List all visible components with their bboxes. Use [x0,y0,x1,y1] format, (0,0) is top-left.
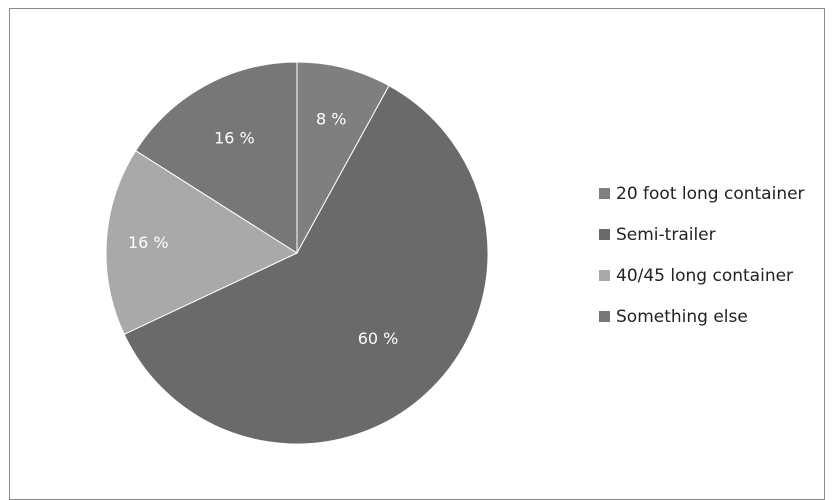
legend-item-20-foot-long-container: 20 foot long container [599,178,831,209]
legend-label: Something else [616,306,748,327]
pie-slice-20-foot-long-container [296,61,390,254]
pie-slice-40-45-long-container [105,149,299,335]
legend-item-40-45-long-container: 40/45 long container [599,260,831,291]
slice-value-label: 60 % [358,329,399,348]
legend-item-semi-trailer: Semi-trailer [599,219,831,250]
legend-swatch [599,270,610,281]
legend-item-something-else: Something else [599,301,831,332]
slice-value-label: 8 % [316,109,346,128]
pie-slice-semi-trailer [123,84,489,445]
legend-swatch [599,229,610,240]
legend-swatch [599,311,610,322]
slice-value-label: 16 % [214,129,255,148]
legend-label: 40/45 long container [616,265,794,286]
legend-label: 20 foot long container [616,183,805,204]
slice-value-label: 16 % [128,233,169,252]
pie-slice-something-else [135,61,298,254]
legend: 20 foot long container Semi-trailer 40/4… [599,178,831,342]
legend-label: Semi-trailer [616,224,716,245]
legend-swatch [599,188,610,199]
